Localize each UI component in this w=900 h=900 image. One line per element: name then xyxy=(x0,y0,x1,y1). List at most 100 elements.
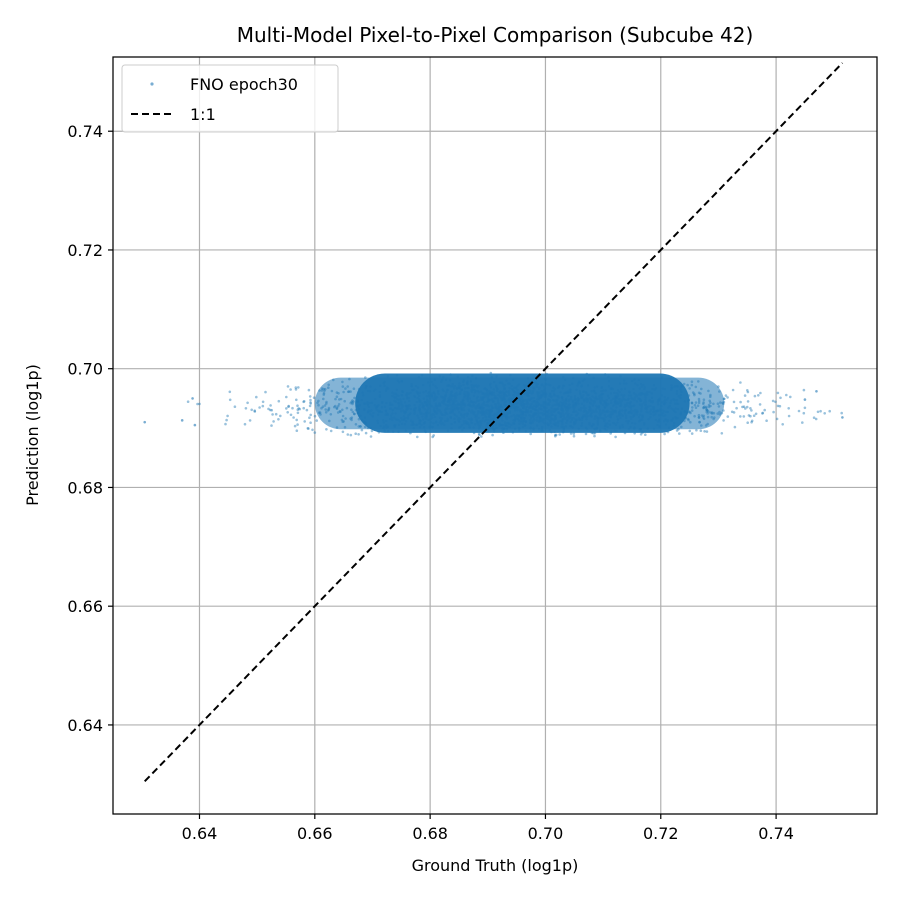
scatter-point xyxy=(771,399,775,403)
x-axis: 0.64 0.66 0.68 0.70 0.72 0.74 xyxy=(182,814,794,843)
scatter-point xyxy=(759,391,762,395)
scatter-point xyxy=(312,396,316,400)
scatter-point xyxy=(840,411,843,415)
scatter-point xyxy=(248,419,252,422)
scatter-density-core xyxy=(314,377,725,430)
scatter-point xyxy=(274,412,278,416)
scatter-point xyxy=(776,391,780,395)
scatter-point xyxy=(298,407,302,411)
scatter-point xyxy=(228,390,232,394)
scatter-point xyxy=(663,432,666,436)
scatter-point xyxy=(309,398,312,402)
scatter-point xyxy=(750,420,753,424)
scatter-point xyxy=(307,427,310,430)
scatter-point xyxy=(253,410,257,413)
scatter-point xyxy=(261,400,265,404)
scatter-point xyxy=(732,400,736,404)
scatter-point xyxy=(309,413,313,417)
scatter-point xyxy=(311,428,314,432)
scatter-point xyxy=(432,434,436,437)
scatter-point xyxy=(258,406,261,409)
scatter-point xyxy=(294,386,298,389)
scatter-point xyxy=(346,433,350,436)
scatter-point xyxy=(286,385,290,388)
scatter-point xyxy=(296,404,299,408)
scatter-point xyxy=(264,390,267,394)
scatter-point xyxy=(307,388,311,392)
x-tick-label: 0.70 xyxy=(528,824,564,843)
scatter-point xyxy=(243,422,247,426)
scatter-point xyxy=(341,430,345,434)
y-axis: 0.64 0.66 0.68 0.70 0.72 0.74 xyxy=(67,122,113,735)
scatter-point xyxy=(360,428,364,432)
scatter-point xyxy=(269,404,272,407)
scatter-point xyxy=(279,414,282,418)
scatter-point xyxy=(802,388,806,392)
scatter-point xyxy=(781,423,784,426)
scatter-point xyxy=(678,432,681,435)
scatter-point xyxy=(816,410,820,414)
scatter-point xyxy=(743,394,747,397)
scatter-point xyxy=(370,429,374,433)
scatter-point xyxy=(529,432,532,436)
scatter-point xyxy=(779,396,782,400)
scatter-point xyxy=(277,399,281,403)
scatter-point xyxy=(308,416,311,420)
scatter-point xyxy=(745,405,749,409)
scatter-point xyxy=(739,415,742,418)
scatter-point xyxy=(828,409,831,413)
scatter-point xyxy=(699,429,703,433)
scatter-point xyxy=(329,429,333,433)
scatter-point xyxy=(225,418,228,422)
scatter-point xyxy=(754,412,758,416)
scatter-point xyxy=(731,388,735,392)
scatter-point xyxy=(572,434,576,438)
scatter-point xyxy=(480,435,483,438)
legend-marker-fno xyxy=(150,82,154,86)
scatter-point xyxy=(735,406,738,410)
scatter-point xyxy=(554,433,557,437)
scatter-point xyxy=(720,432,724,435)
scatter-point xyxy=(747,414,751,417)
x-axis-title: Ground Truth (log1p) xyxy=(412,856,579,875)
scatter-point xyxy=(819,409,822,413)
scatter-point xyxy=(815,389,818,393)
scatter-point xyxy=(295,398,298,402)
scatter-point xyxy=(313,414,317,418)
scatter-point xyxy=(797,409,801,413)
scatter-point xyxy=(722,419,725,422)
scatter-point xyxy=(741,405,744,409)
scatter-point xyxy=(812,416,816,420)
scatter-point xyxy=(690,432,694,435)
scatter-point xyxy=(198,402,201,406)
scatter-point xyxy=(285,407,288,410)
scatter-point xyxy=(478,433,481,437)
scatter-point xyxy=(309,421,312,425)
scatter-point xyxy=(293,424,297,428)
y-tick-label: 0.64 xyxy=(67,716,103,735)
y-tick-label: 0.74 xyxy=(67,122,103,141)
scatter-point xyxy=(772,410,775,414)
scatter-point xyxy=(193,423,197,427)
scatter-point xyxy=(233,405,237,409)
scatter-point xyxy=(364,431,368,435)
scatter-point xyxy=(308,404,312,408)
grid-lines xyxy=(113,57,877,814)
scatter-point xyxy=(730,410,734,414)
scatter-point xyxy=(749,407,752,410)
scatter-point xyxy=(286,411,290,414)
scatter-point xyxy=(758,403,762,406)
x-tick-label: 0.68 xyxy=(412,824,448,843)
legend-label-identity: 1:1 xyxy=(190,105,216,124)
scatter-point xyxy=(261,404,265,408)
legend-label-fno: FNO epoch30 xyxy=(190,75,298,94)
scatter-point xyxy=(296,411,300,415)
scatter-point xyxy=(688,429,692,433)
scatter-point xyxy=(294,388,298,391)
scatter-point xyxy=(778,404,782,408)
scatter-point xyxy=(313,431,317,434)
scatter-point xyxy=(186,400,190,404)
scatter-point xyxy=(733,425,737,429)
scatter-point xyxy=(757,394,760,397)
scatter-point xyxy=(742,415,746,418)
